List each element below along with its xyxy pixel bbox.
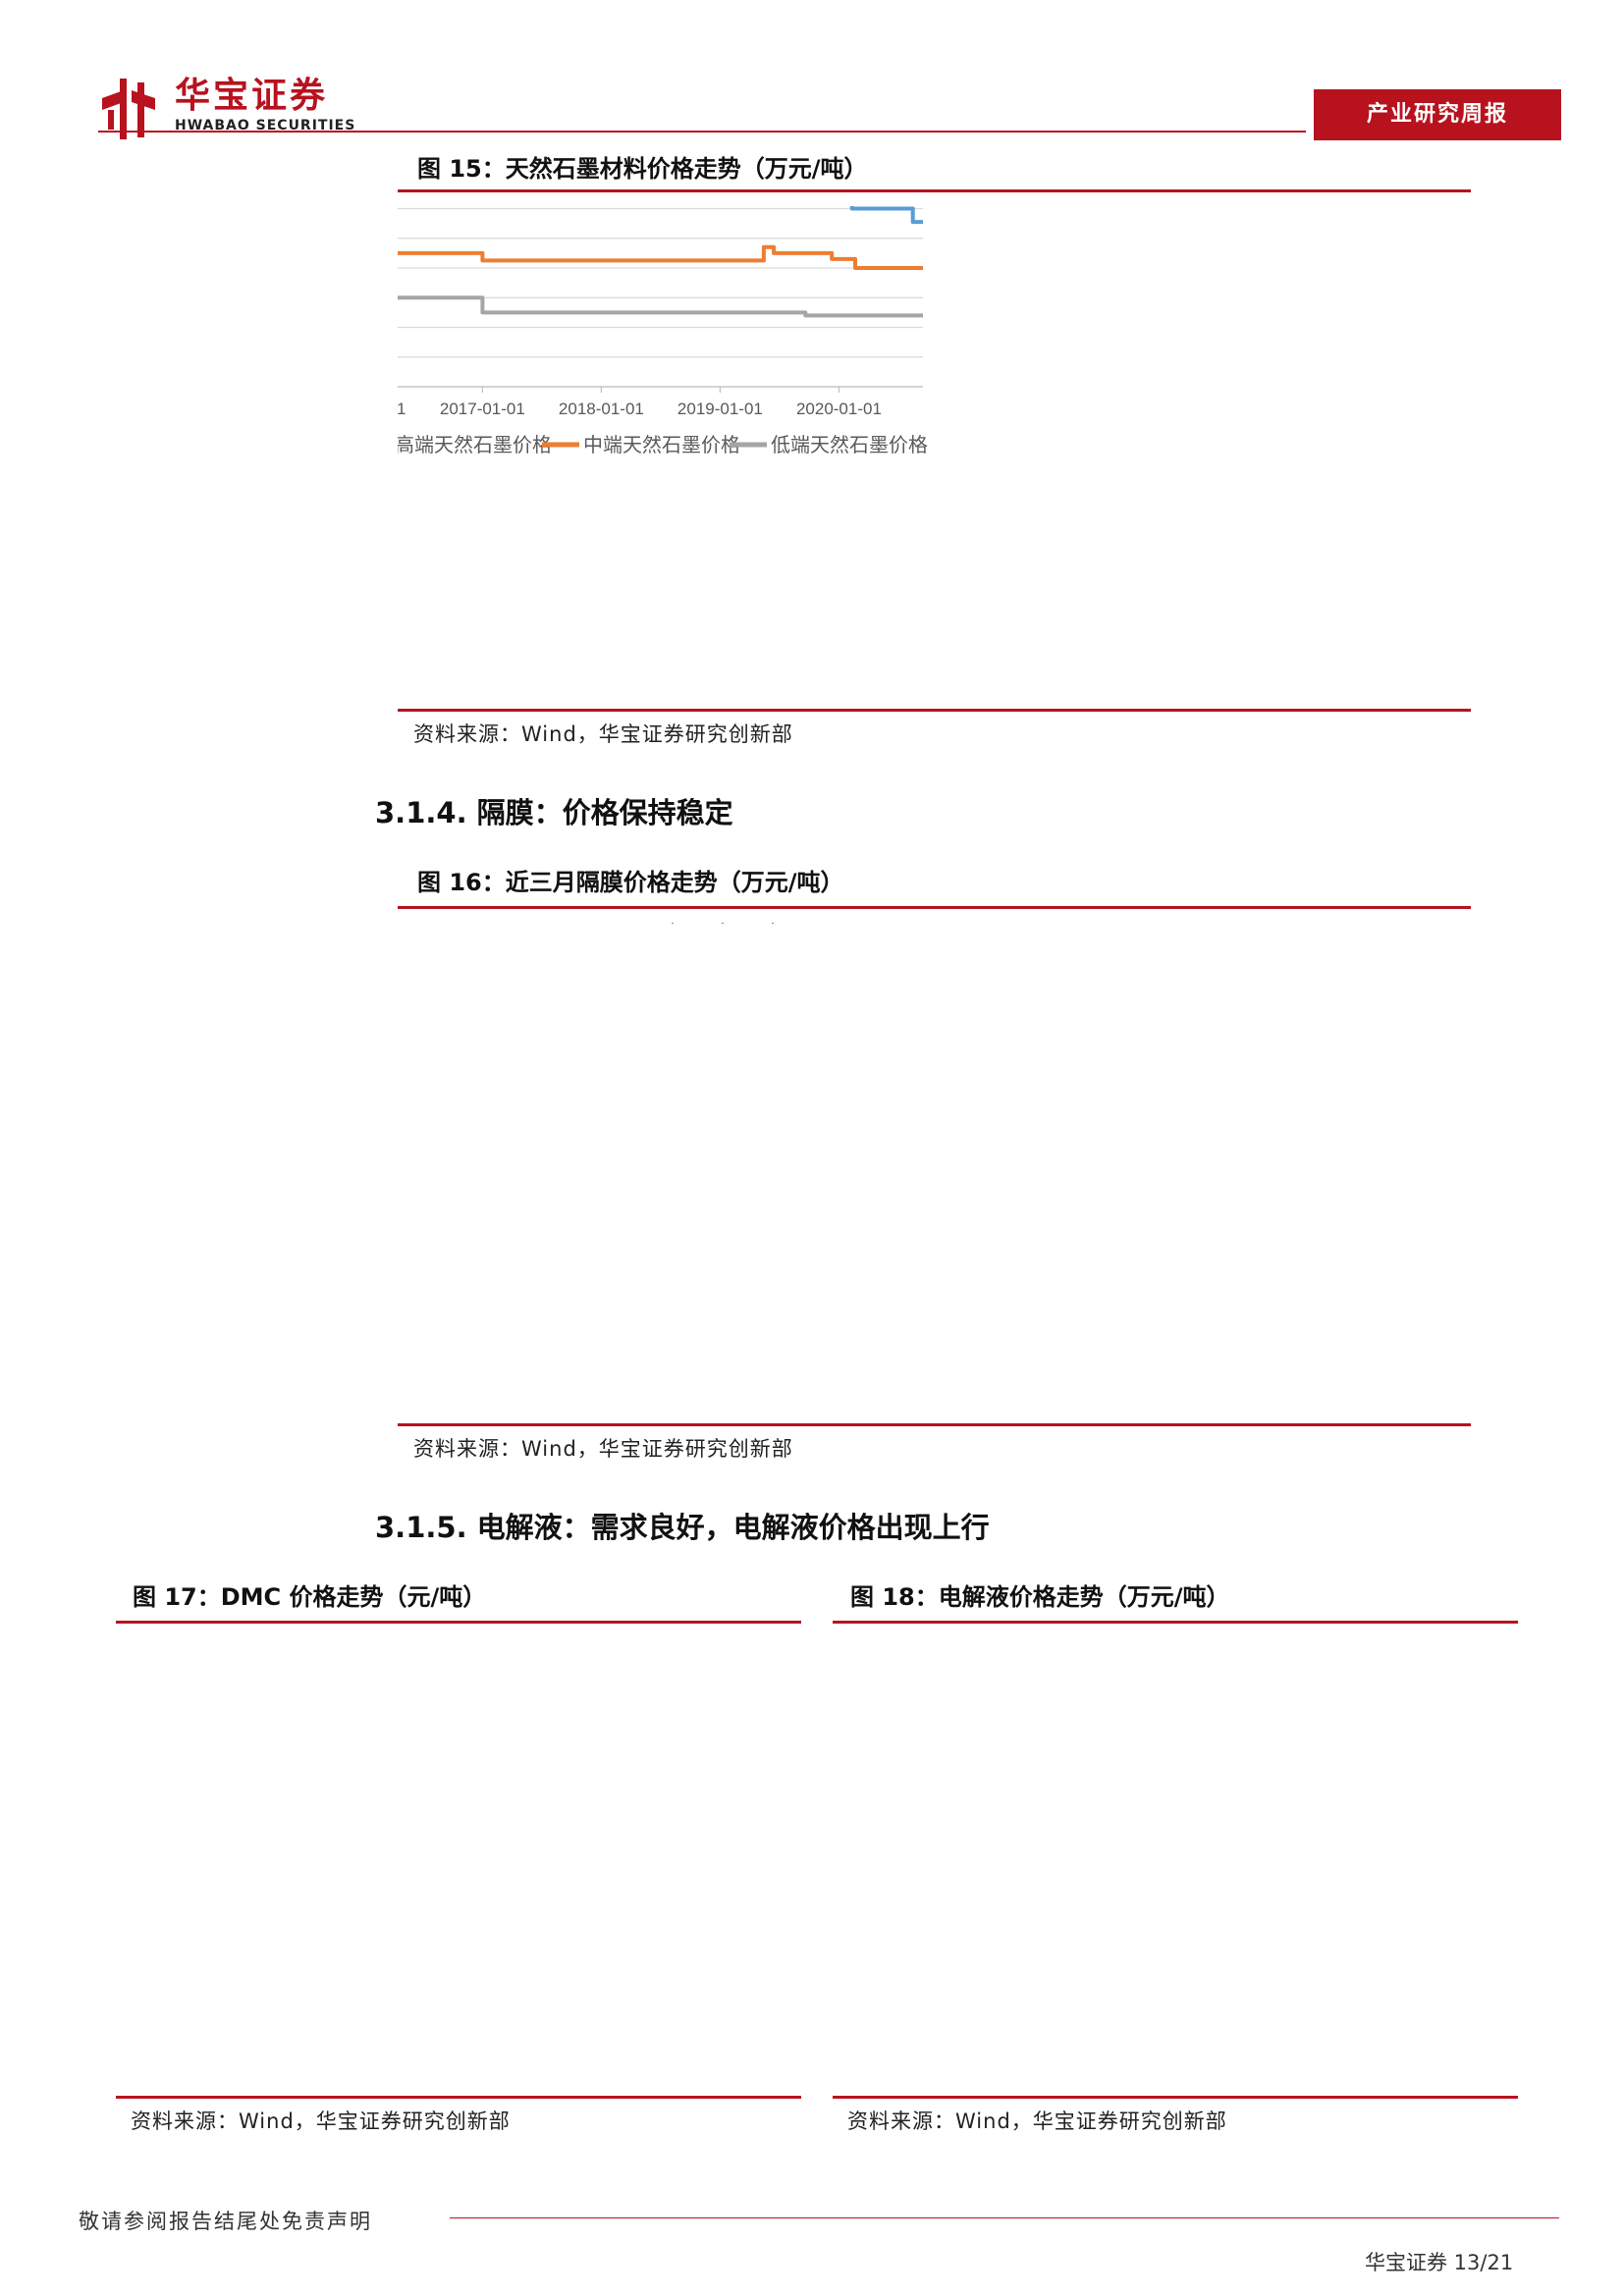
fig16-top-rule bbox=[398, 906, 1471, 909]
footer-divider bbox=[450, 2217, 1559, 2218]
legend-label: 低端天然石墨价格 bbox=[771, 434, 928, 456]
x-tick-label: 2019-01-01 bbox=[677, 400, 763, 418]
fig15-caption: 图 15：天然石墨材料价格走势（万元/吨） bbox=[417, 155, 868, 183]
fig17-top-rule bbox=[116, 1621, 801, 1624]
fig18-caption: 图 18：电解液价格走势（万元/吨） bbox=[850, 1583, 1230, 1611]
fig18-top-rule bbox=[833, 1621, 1518, 1624]
x-tick-label: 2018-01-01 bbox=[559, 400, 644, 418]
fig16-source: 资料来源：Wind，华宝证券研究创新部 bbox=[413, 1437, 793, 1461]
x-tick-label: 2016-01-01 bbox=[398, 400, 406, 418]
header-divider bbox=[98, 131, 1306, 133]
series-line-1 bbox=[849, 206, 923, 225]
logo-subtext: HWABAO SECURITIES bbox=[175, 118, 356, 133]
fig15-top-rule bbox=[398, 189, 1471, 192]
fig17-chart: 0.002,000.004,000.006,000.008,000.0010,0… bbox=[116, 1634, 801, 2081]
fig15-source: 资料来源：Wind，华宝证券研究创新部 bbox=[413, 722, 793, 746]
legend-label: 价格:隔膜:湿法涂覆:9μm+2μm+2μm:国产中端 bbox=[486, 923, 883, 925]
fig16-bottom-rule bbox=[398, 1423, 1471, 1426]
x-tick-label: 2017-01-01 bbox=[440, 400, 525, 418]
series-line-2 bbox=[398, 244, 923, 270]
fig17-source: 资料来源：Wind，华宝证券研究创新部 bbox=[131, 2109, 511, 2133]
fig17-bottom-rule bbox=[116, 2096, 801, 2099]
legend-label: 高端天然石墨价格 bbox=[398, 434, 552, 456]
legend-label: 中端天然石墨价格 bbox=[583, 434, 740, 456]
section-heading-315: 3.1.5. 电解液：需求良好，电解液价格出现上行 bbox=[375, 1511, 990, 1544]
fig18-chart: 0.002.004.006.008.002018-03-152019-03-15… bbox=[833, 1634, 1518, 2081]
section-heading-314: 3.1.4. 隔膜：价格保持稳定 bbox=[375, 796, 733, 829]
series-line-3 bbox=[398, 295, 923, 318]
fig18-bottom-rule bbox=[833, 2096, 1518, 2099]
x-tick-label: 2020-01-01 bbox=[796, 400, 882, 418]
fig15-chart: 0.001.002.003.004.005.006.007.008.002016… bbox=[398, 206, 928, 456]
fig18-source: 资料来源：Wind，华宝证券研究创新部 bbox=[847, 2109, 1227, 2133]
fig17-caption: 图 17：DMC 价格走势（元/吨） bbox=[133, 1583, 487, 1611]
fig15-bottom-rule bbox=[398, 709, 1471, 712]
page-number: 华宝证券 13/21 bbox=[1365, 2251, 1514, 2274]
logo-icon bbox=[102, 79, 155, 139]
fig16-chart: 0.001.002.003.004.005.002019-04-122019-0… bbox=[486, 923, 883, 925]
report-type-badge: 产业研究周报 bbox=[1314, 89, 1561, 140]
fig16-caption: 图 16：近三月隔膜价格走势（万元/吨） bbox=[417, 869, 844, 896]
logo-text: 华宝证券 bbox=[175, 76, 329, 116]
footer-disclaimer: 敬请参阅报告结尾处免责声明 bbox=[79, 2210, 372, 2233]
